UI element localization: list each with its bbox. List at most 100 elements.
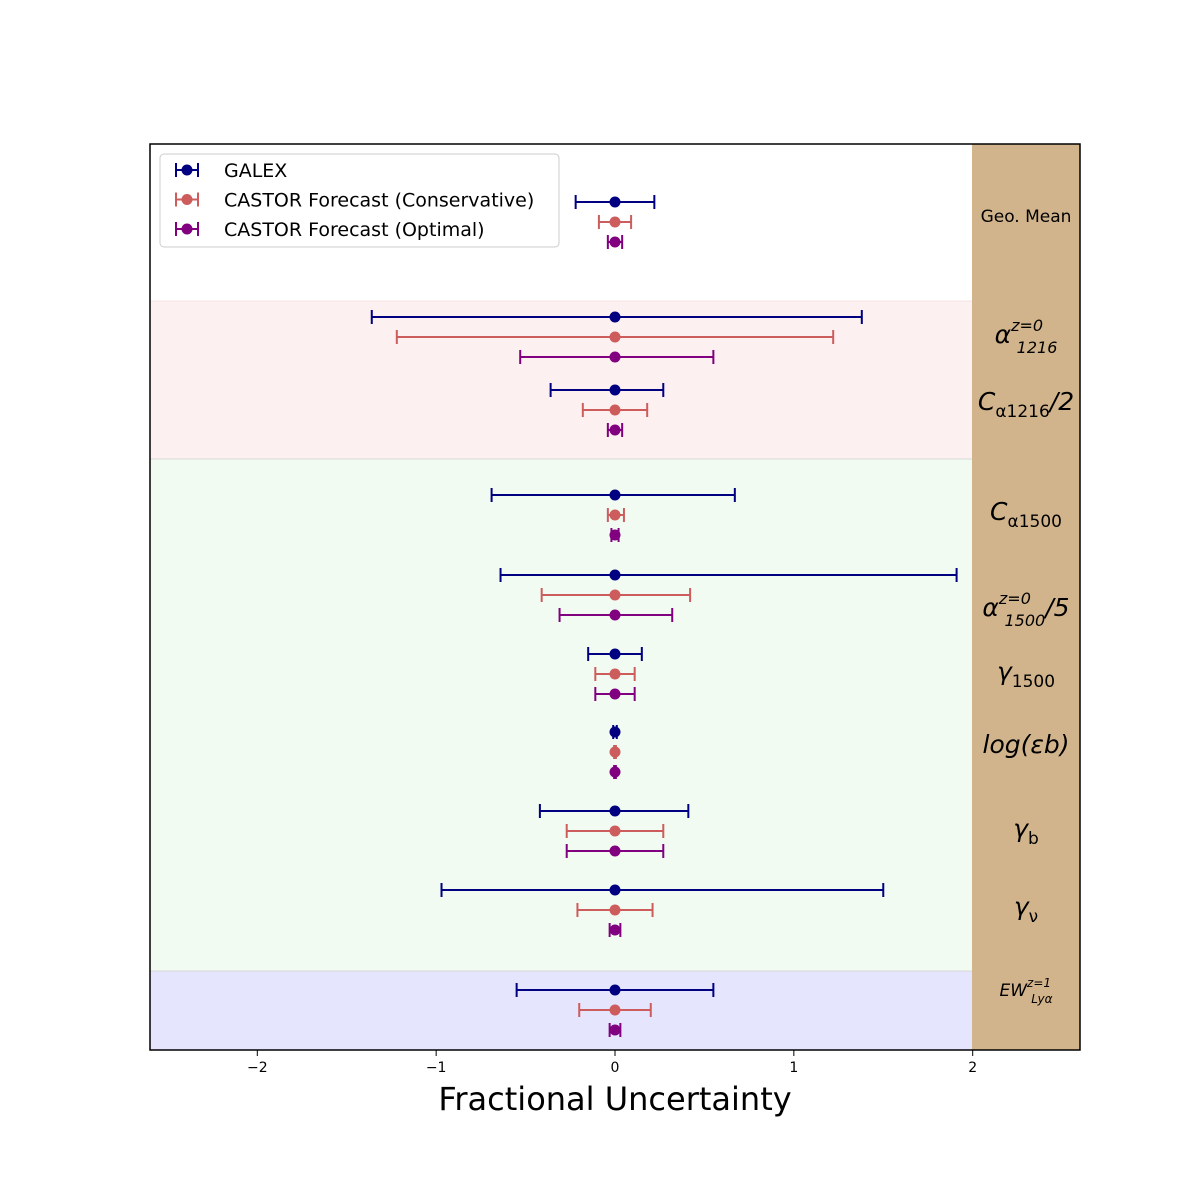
errorbar-gamma1500-optimal	[594, 687, 636, 701]
legend-label: GALEX	[224, 160, 287, 182]
param-symbol: α	[995, 320, 1012, 349]
errorbar-gammanu-conservative	[576, 903, 654, 917]
param-symbol: γ	[1013, 814, 1029, 843]
param-label-gamma1500: γ1500	[997, 657, 1055, 692]
errorbar-geomean-galex	[574, 195, 656, 209]
legend-entry-2: CASTOR Forecast (Conservative)	[175, 190, 534, 212]
errorbar-gammanu-galex	[440, 883, 885, 897]
param-superscript: z=0	[998, 589, 1031, 608]
param-symbol: log(εb)	[983, 730, 1070, 759]
errorbar-geomean-conservative	[597, 215, 633, 229]
errorbar-calpha1500-galex	[490, 488, 736, 502]
param-subscript: 1216	[1017, 338, 1058, 357]
data-point	[609, 904, 621, 916]
legend: GALEX CASTOR Forecast (Conservative) CASTO…	[159, 153, 560, 248]
legend-label: CASTOR Forecast (Optimal)	[224, 219, 485, 241]
param-symbol: C	[990, 497, 1008, 526]
param-symbol: C	[978, 387, 996, 416]
band-3	[150, 971, 972, 1050]
errorbar-gammab-optimal	[565, 844, 665, 858]
param-suffix: /5	[1043, 593, 1069, 622]
param-label-calpha1500: Cα1500	[990, 497, 1062, 532]
legend-entry-3: CASTOR Forecast (Optimal)	[175, 219, 485, 241]
param-label-logeb: log(εb)	[983, 730, 1070, 759]
data-point	[609, 529, 621, 541]
data-point	[609, 1024, 621, 1036]
param-symbol: γ	[1014, 892, 1030, 921]
errorbar-alpha1216-optimal	[519, 350, 715, 364]
param-symbol: EW	[999, 981, 1028, 1001]
legend-box	[159, 153, 560, 248]
errorbar-logeb-optimal	[609, 765, 621, 779]
param-label-gammab: γb	[1013, 814, 1039, 849]
param-label-alpha1216: αz=0 1216	[995, 316, 1058, 357]
data-point	[609, 805, 621, 817]
data-point	[609, 569, 621, 581]
errorbar-calpha1216-optimal	[606, 423, 624, 437]
param-label-gammanu: γν	[1014, 892, 1038, 927]
legend-marker	[181, 194, 193, 205]
param-symbol: Geo. Mean	[981, 207, 1072, 227]
param-subscript: α1500	[1007, 512, 1061, 532]
data-point	[609, 404, 621, 416]
data-point	[609, 648, 621, 660]
param-label-geomean: Geo. Mean	[981, 207, 1072, 227]
param-superscript: z=1	[1026, 976, 1051, 990]
param-subscript: 1500	[1005, 611, 1046, 630]
data-point	[609, 424, 621, 436]
errorbar-ewlya-optimal	[608, 1023, 622, 1037]
data-point	[609, 726, 621, 738]
legend-entry-1: GALEX	[175, 160, 287, 182]
data-point	[609, 351, 621, 363]
data-point	[609, 509, 621, 521]
legend-label: CASTOR Forecast (Conservative)	[224, 190, 534, 212]
param-subscript: b	[1028, 829, 1039, 849]
data-point	[609, 746, 621, 758]
data-point	[609, 609, 621, 621]
errorbar-alpha1216-galex	[370, 310, 863, 324]
data-point	[609, 236, 621, 248]
errorbar-alpha1500-optimal	[558, 608, 674, 622]
errorbar-gammab-galex	[538, 804, 690, 818]
errorbar-calpha1500-conservative	[606, 508, 625, 522]
errorbar-calpha1216-conservative	[581, 403, 649, 417]
data-point	[609, 384, 621, 396]
data-point	[609, 216, 621, 228]
errorbar-logeb-conservative	[609, 745, 621, 759]
data-point	[609, 668, 621, 680]
errorbar-alpha1500-galex	[499, 568, 958, 582]
data-point	[609, 589, 621, 601]
x-tick-label: 2	[968, 1060, 977, 1076]
data-point	[609, 1004, 621, 1016]
x-axis-label: Fractional Uncertainty	[438, 1080, 791, 1118]
label-strip	[972, 144, 1080, 1050]
param-subscript: 1500	[1012, 672, 1055, 692]
errorbar-geomean-optimal	[606, 235, 624, 249]
errorbar-gamma1500-conservative	[594, 667, 636, 681]
errorbar-ewlya-galex	[515, 983, 715, 997]
band-1	[150, 301, 972, 459]
x-tick-label: 1	[789, 1060, 798, 1076]
data-point	[609, 489, 621, 501]
errorbar-alpha1216-conservative	[395, 330, 835, 344]
data-point	[609, 766, 621, 778]
data-point	[609, 311, 621, 323]
data-point	[609, 845, 621, 857]
x-tick-label: −1	[426, 1060, 447, 1076]
errorbar-calpha1216-galex	[549, 383, 665, 397]
data-point	[609, 984, 621, 996]
param-superscript: z=0	[1010, 316, 1043, 335]
errorbar-calpha1500-optimal	[609, 528, 621, 542]
x-tick-label: 0	[611, 1060, 620, 1076]
param-subscript: ν	[1029, 907, 1039, 927]
param-label-alpha1500: αz=0 1500/5	[982, 589, 1069, 630]
param-label-calpha1216: Cα1216/2	[978, 387, 1074, 422]
param-symbol: α	[982, 593, 999, 622]
data-point	[609, 688, 621, 700]
errorbar-ewlya-conservative	[578, 1003, 652, 1017]
errorbar-gammanu-optimal	[608, 923, 622, 937]
data-point	[609, 884, 621, 896]
param-suffix: /2	[1048, 387, 1074, 416]
